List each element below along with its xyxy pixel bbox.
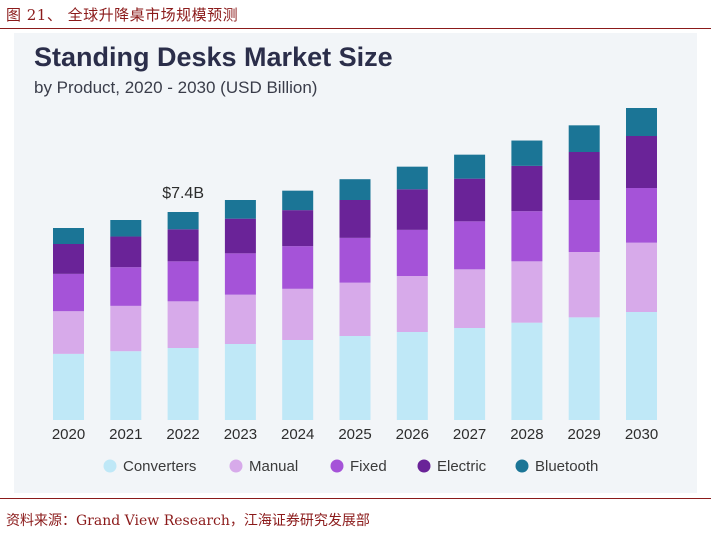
bar-bluetooth-2020 — [53, 228, 84, 244]
x-tick-label: 2021 — [109, 426, 142, 443]
bar-manual-2027 — [454, 269, 486, 328]
source-note: 资料来源：Grand View Research，江海证券研究发展部 — [6, 513, 370, 529]
legend-swatch-fixed — [330, 459, 344, 473]
x-tick-label: 2023 — [224, 426, 257, 443]
bar-fixed-2027 — [454, 221, 486, 270]
bar-converters-2021 — [110, 351, 142, 420]
data-label: $7.4B — [162, 185, 204, 202]
bar-bluetooth-2023 — [224, 200, 256, 219]
bar-fixed-2022 — [167, 261, 199, 302]
bar-electric-2021 — [110, 236, 142, 268]
bar-manual-2026 — [396, 276, 428, 332]
bar-converters-2028 — [511, 322, 543, 420]
bar-electric-2028 — [511, 165, 543, 212]
bar-fixed-2023 — [224, 253, 256, 295]
bar-converters-2024 — [282, 340, 314, 420]
bar-converters-2027 — [454, 328, 486, 420]
legend-swatch-converters — [103, 459, 117, 473]
bar-converters-2026 — [396, 332, 428, 420]
chart-title: Standing Desks Market Size — [34, 42, 393, 72]
bar-converters-2023 — [224, 344, 256, 420]
legend-swatch-manual — [229, 459, 243, 473]
bar-bluetooth-2029 — [568, 125, 600, 152]
bar-bluetooth-2022 — [167, 212, 199, 230]
bar-fixed-2025 — [339, 237, 371, 283]
bar-electric-2020 — [53, 244, 84, 274]
bar-converters-2025 — [339, 336, 371, 420]
bar-fixed-2030 — [626, 188, 657, 243]
x-tick-label: 2027 — [453, 426, 486, 443]
bar-electric-2024 — [282, 210, 314, 247]
bar-electric-2022 — [167, 229, 199, 262]
bar-bluetooth-2025 — [339, 179, 371, 200]
x-tick-label: 2026 — [396, 426, 429, 443]
bar-electric-2025 — [339, 200, 371, 238]
bar-fixed-2026 — [396, 229, 428, 276]
bar-manual-2020 — [53, 311, 84, 354]
legend-label-converters: Converters — [123, 458, 196, 475]
x-tick-label: 2025 — [338, 426, 371, 443]
bar-electric-2030 — [626, 136, 657, 188]
bar-converters-2029 — [568, 317, 600, 420]
bar-bluetooth-2026 — [396, 166, 428, 190]
bar-electric-2026 — [396, 189, 428, 230]
x-tick-label: 2028 — [510, 426, 543, 443]
bar-electric-2029 — [568, 152, 600, 200]
bar-converters-2020 — [53, 353, 84, 420]
bar-bluetooth-2028 — [511, 140, 543, 166]
figure-caption: 图 21、 全球升降桌市场规模预测 — [6, 6, 239, 24]
bar-manual-2029 — [568, 252, 600, 318]
x-tick-label: 2030 — [625, 426, 658, 443]
caption-rule — [0, 28, 711, 29]
bar-bluetooth-2024 — [282, 190, 314, 211]
legend-label-manual: Manual — [249, 458, 298, 475]
legend-swatch-electric — [417, 459, 431, 473]
bar-fixed-2021 — [110, 267, 142, 306]
bar-manual-2030 — [626, 242, 657, 312]
bar-bluetooth-2027 — [454, 154, 486, 179]
legend-swatch-bluetooth — [515, 459, 529, 473]
bar-bluetooth-2021 — [110, 220, 142, 237]
bar-fixed-2024 — [282, 246, 314, 289]
bar-fixed-2028 — [511, 211, 543, 262]
bar-manual-2024 — [282, 288, 314, 340]
x-tick-label: 2024 — [281, 426, 314, 443]
x-tick-label: 2020 — [52, 426, 85, 443]
bar-manual-2023 — [224, 294, 256, 344]
bar-fixed-2020 — [53, 273, 84, 312]
legend-label-bluetooth: Bluetooth — [535, 458, 598, 475]
source-rule — [0, 498, 711, 499]
bar-bluetooth-2030 — [626, 108, 657, 136]
bar-converters-2030 — [626, 312, 657, 420]
bar-manual-2025 — [339, 282, 371, 336]
x-tick-label: 2029 — [568, 426, 601, 443]
bar-manual-2022 — [167, 301, 199, 348]
legend-label-electric: Electric — [437, 458, 487, 475]
bar-electric-2027 — [454, 178, 486, 222]
bar-manual-2028 — [511, 261, 543, 323]
bar-fixed-2029 — [568, 200, 600, 252]
bar-electric-2023 — [224, 218, 256, 254]
legend-label-fixed: Fixed — [350, 458, 387, 475]
bar-converters-2022 — [167, 348, 199, 420]
chart-subtitle: by Product, 2020 - 2030 (USD Billion) — [34, 78, 318, 97]
x-tick-label: 2022 — [166, 426, 199, 443]
bar-manual-2021 — [110, 305, 142, 352]
